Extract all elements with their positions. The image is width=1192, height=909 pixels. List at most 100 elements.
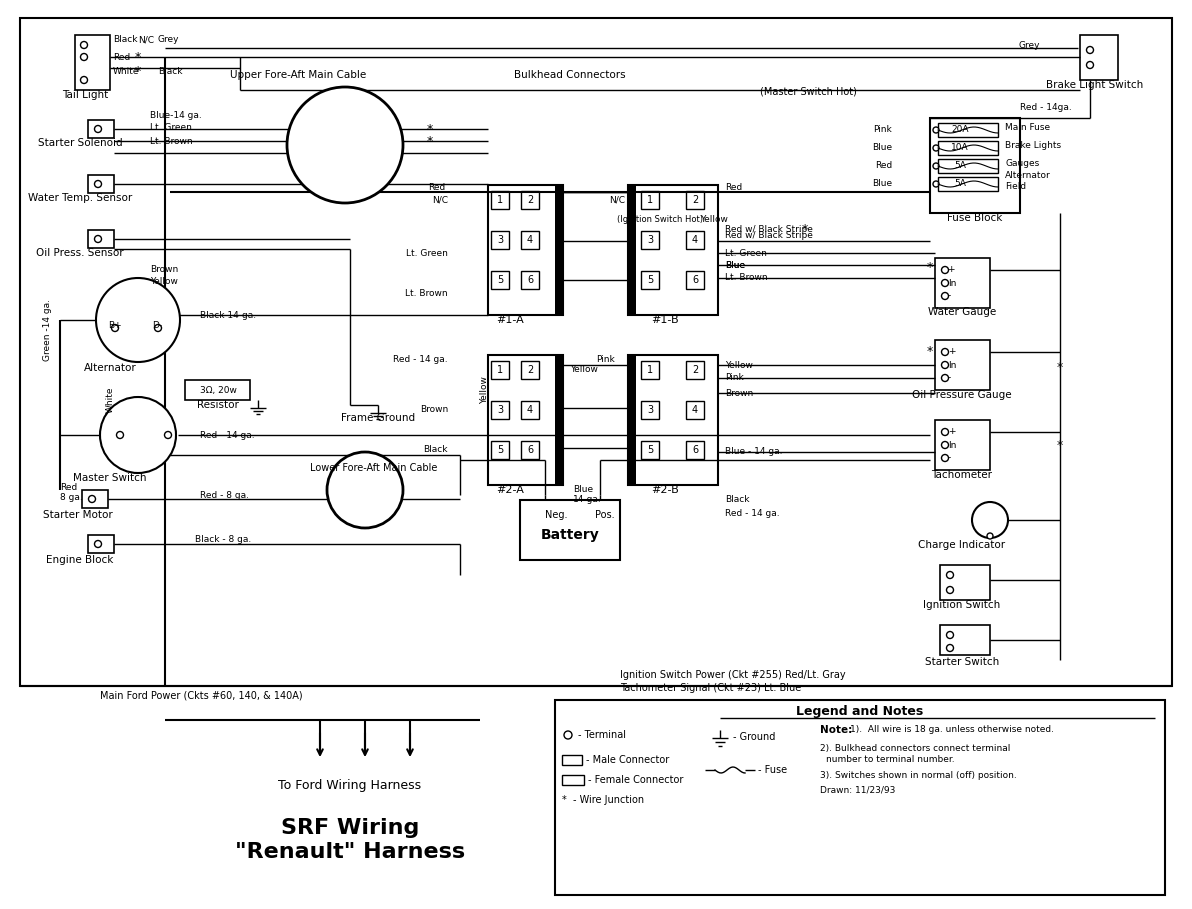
Circle shape [164, 432, 172, 438]
Text: Blue: Blue [871, 144, 892, 153]
Circle shape [971, 502, 1008, 538]
Circle shape [942, 454, 949, 462]
Bar [185, 380, 250, 400]
Circle shape [942, 348, 949, 355]
Bar [88, 120, 114, 138]
Text: - Terminal: - Terminal [578, 730, 626, 740]
Text: 20A: 20A [951, 125, 969, 135]
Text: Alternator: Alternator [83, 363, 136, 373]
Text: *: * [427, 135, 433, 147]
Text: *: * [927, 345, 933, 358]
Text: 5A: 5A [954, 162, 966, 171]
Text: Starter Switch: Starter Switch [925, 657, 999, 667]
Text: 6: 6 [691, 445, 699, 455]
Bar [938, 123, 998, 137]
Bar [935, 420, 991, 470]
Circle shape [97, 278, 180, 362]
Text: 4: 4 [527, 405, 533, 415]
Text: Tail Light: Tail Light [62, 90, 108, 100]
Text: Lt. Green: Lt. Green [725, 248, 766, 257]
Bar [628, 355, 637, 485]
Text: Water Gauge: Water Gauge [927, 307, 997, 317]
Text: Fuse Block: Fuse Block [948, 213, 1002, 223]
Bar [555, 700, 1165, 895]
Text: 8 ga.: 8 ga. [60, 494, 82, 503]
Bar [641, 441, 659, 459]
Bar [641, 271, 659, 289]
Bar [112, 426, 164, 444]
Text: 2: 2 [527, 365, 533, 375]
Text: In: In [948, 441, 956, 449]
Text: 4: 4 [691, 235, 699, 245]
Text: Black: Black [423, 445, 448, 454]
Bar [521, 191, 539, 209]
Text: Brown: Brown [150, 265, 179, 275]
Text: 2: 2 [691, 195, 699, 205]
Text: -: - [948, 292, 951, 301]
Bar [491, 271, 509, 289]
Text: In: In [948, 361, 956, 369]
Text: Black: Black [113, 35, 137, 45]
Text: 3: 3 [497, 235, 503, 245]
Text: Red: Red [725, 184, 743, 193]
Circle shape [81, 42, 87, 48]
Text: -: - [948, 454, 951, 463]
Text: B+: B+ [108, 321, 122, 329]
Bar [521, 231, 539, 249]
Text: Grey: Grey [1018, 41, 1039, 49]
Circle shape [287, 87, 403, 203]
Bar [491, 191, 509, 209]
Text: White: White [106, 386, 114, 414]
Text: Alternator
Field: Alternator Field [1005, 171, 1051, 191]
Text: number to terminal number.: number to terminal number. [826, 755, 955, 764]
Text: +: + [948, 427, 956, 436]
Bar [687, 401, 704, 419]
Text: 6: 6 [691, 275, 699, 285]
Text: Red - 14 ga.: Red - 14 ga. [200, 431, 255, 439]
Text: Starter Solenoid: Starter Solenoid [38, 138, 123, 148]
Text: 1: 1 [647, 365, 653, 375]
Text: - Ground: - Ground [733, 732, 775, 742]
Bar [555, 185, 563, 315]
Bar [938, 159, 998, 173]
Text: Starter Motor: Starter Motor [43, 510, 113, 520]
Text: 4: 4 [527, 235, 533, 245]
Text: Tachometer Signal (Ckt #23) Lt. Blue: Tachometer Signal (Ckt #23) Lt. Blue [620, 683, 801, 693]
Text: Ignition Switch Power (Ckt #255) Red/Lt. Gray: Ignition Switch Power (Ckt #255) Red/Lt.… [620, 670, 845, 680]
Text: 5A: 5A [954, 179, 966, 188]
Text: SRF Wiring
"Renault" Harness: SRF Wiring "Renault" Harness [235, 818, 465, 862]
Circle shape [1086, 62, 1093, 68]
Text: *: * [135, 51, 141, 64]
Text: 1).  All wire is 18 ga. unless otherwise noted.: 1). All wire is 18 ga. unless otherwise … [850, 725, 1054, 734]
Text: Frame Ground: Frame Ground [341, 413, 415, 423]
Bar [88, 535, 114, 553]
Text: Gauges: Gauges [1005, 158, 1039, 167]
Text: Oil Pressure Gauge: Oil Pressure Gauge [912, 390, 1012, 400]
Bar [555, 700, 1165, 895]
Text: Red - 14ga.: Red - 14ga. [1020, 104, 1072, 113]
Circle shape [942, 266, 949, 274]
Bar [555, 355, 563, 485]
Text: Black 14-ga.: Black 14-ga. [200, 311, 256, 319]
Text: (Master Switch Hot): (Master Switch Hot) [760, 87, 857, 97]
Circle shape [155, 325, 161, 332]
Text: Yellow: Yellow [725, 361, 753, 369]
Text: 5: 5 [647, 275, 653, 285]
Text: Ignition Switch: Ignition Switch [924, 600, 1000, 610]
Text: 1: 1 [497, 365, 503, 375]
Text: Blue: Blue [725, 261, 745, 269]
Text: Drawn: 11/23/93: Drawn: 11/23/93 [820, 785, 895, 794]
Text: Red: Red [60, 484, 77, 493]
Text: Lt. Green: Lt. Green [406, 248, 448, 257]
Text: 14-ga.: 14-ga. [573, 495, 602, 504]
Text: In: In [948, 278, 956, 287]
Text: -: - [948, 374, 951, 383]
Text: Oil Press. Sensor: Oil Press. Sensor [36, 248, 124, 258]
Bar [116, 308, 162, 322]
Bar [641, 191, 659, 209]
Text: Water Temp. Sensor: Water Temp. Sensor [27, 193, 132, 203]
Text: Lt. Brown: Lt. Brown [150, 136, 193, 145]
Text: *: * [802, 224, 808, 236]
Text: 3: 3 [497, 405, 503, 415]
Text: Yellow: Yellow [150, 277, 178, 286]
